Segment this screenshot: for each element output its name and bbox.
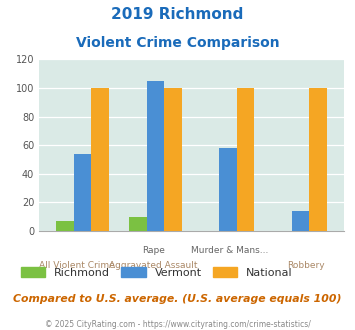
Text: Robbery: Robbery xyxy=(288,261,325,270)
Bar xyxy=(310,88,327,231)
Bar xyxy=(219,148,237,231)
Bar xyxy=(164,88,181,231)
Text: Violent Crime Comparison: Violent Crime Comparison xyxy=(76,36,279,50)
Text: Aggravated Assault: Aggravated Assault xyxy=(109,261,198,270)
Bar xyxy=(129,217,147,231)
Bar xyxy=(56,221,74,231)
Legend: Richmond, Vermont, National: Richmond, Vermont, National xyxy=(16,263,297,282)
Text: Compared to U.S. average. (U.S. average equals 100): Compared to U.S. average. (U.S. average … xyxy=(13,294,342,304)
Text: © 2025 CityRating.com - https://www.cityrating.com/crime-statistics/: © 2025 CityRating.com - https://www.city… xyxy=(45,320,310,329)
Bar xyxy=(147,81,164,231)
Text: Murder & Mans...: Murder & Mans... xyxy=(191,246,268,255)
Bar xyxy=(91,88,109,231)
Text: Rape: Rape xyxy=(142,246,165,255)
Bar xyxy=(74,154,91,231)
Text: 2019 Richmond: 2019 Richmond xyxy=(111,7,244,21)
Bar xyxy=(292,211,310,231)
Bar xyxy=(237,88,254,231)
Text: All Violent Crime: All Violent Crime xyxy=(39,261,115,270)
